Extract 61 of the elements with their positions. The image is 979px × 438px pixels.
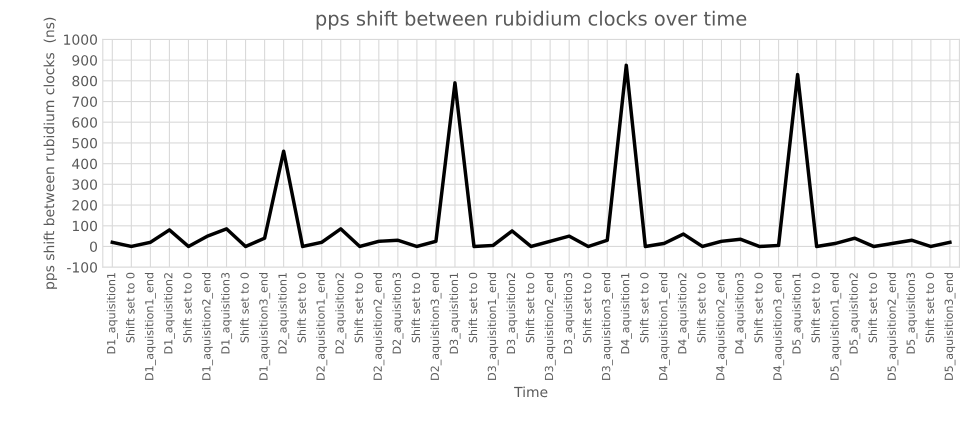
x-tick-label: D3_aquisition1_end	[488, 273, 499, 380]
x-tick-label: D1_aquisition2	[164, 273, 175, 354]
x-tick-label: D1_aquisition2_end	[202, 273, 214, 380]
x-tick-label: D4_aquisition3_end	[773, 273, 784, 380]
x-tick-label: Shift set to 0	[297, 272, 306, 342]
x-tick-label: Shift set to 0	[183, 272, 192, 342]
chart-title: pps shift between rubidium clocks over time	[316, 10, 746, 30]
x-tick-label: D5_aquisition1_end	[830, 273, 842, 380]
x-tick-label: Shift set to 0	[354, 272, 364, 342]
x-tick-label: D1_aquisition3	[221, 272, 232, 354]
x-tick-label: Shift set to 0	[640, 272, 649, 342]
x-tick-label: Shift set to 0	[240, 272, 249, 342]
x-tick-label: Shift set to 0	[126, 272, 135, 342]
x-tick-label: D2_aquisition1	[278, 273, 290, 354]
x-tick-label: Shift set to 0	[811, 272, 820, 342]
x-tick-label: Shift set to 0	[412, 272, 420, 342]
y-axis-title: pps shift between rubidium clocks (ns)	[44, 18, 58, 289]
y-tick-label: 100	[72, 220, 98, 232]
y-tick-label: -100	[67, 262, 98, 273]
x-tick-label: D1_aquisition1_end	[144, 273, 156, 380]
x-tick-label: Shift set to 0	[925, 272, 934, 342]
x-tick-label: D3_aquisition3_end	[602, 273, 613, 380]
x-tick-label: D2_aquisition3	[392, 272, 404, 354]
x-tick-label: D4_aquisition3	[734, 272, 746, 354]
y-tick-label: 0	[90, 241, 98, 252]
y-tick-label: 800	[72, 76, 98, 86]
x-tick-label: D1_aquisition1	[106, 273, 118, 354]
x-tick-label: Shift set to 0	[582, 272, 592, 342]
y-tick-label: 200	[72, 200, 98, 211]
x-axis-title: Time	[514, 386, 548, 398]
x-tick-label: Shift set to 0	[468, 272, 478, 342]
y-tick-label: 700	[72, 96, 98, 108]
x-tick-label: D5_aquisition3	[906, 272, 918, 354]
y-tick-label: 400	[72, 158, 98, 170]
x-tick-label: Shift set to 0	[754, 272, 763, 342]
x-tick-label: D5_aquisition3_end	[944, 273, 956, 380]
x-tick-label: D2_aquisition2	[335, 273, 346, 354]
y-tick-label: 600	[72, 117, 98, 128]
x-tick-label: D5_aquisition2_end	[887, 273, 898, 380]
y-tick-label: 1000	[64, 34, 98, 45]
x-tick-label: Shift set to 0	[526, 272, 534, 342]
x-tick-label: D2_aquisition2_end	[373, 273, 384, 380]
x-tick-label: Shift set to 0	[697, 272, 706, 342]
y-tick-label: 900	[72, 55, 98, 66]
x-tick-label: D4_aquisition2	[678, 273, 689, 354]
x-tick-label: D3_aquisition3	[564, 272, 575, 354]
x-tick-label: D2_aquisition1_end	[316, 273, 328, 380]
y-tick-label: 500	[72, 138, 98, 148]
x-tick-label: D3_aquisition2_end	[544, 273, 556, 380]
x-tick-label: Shift set to 0	[868, 272, 877, 342]
line-series	[110, 64, 952, 248]
x-tick-label: D5_aquisition1	[792, 273, 804, 354]
x-tick-label: D1_aquisition3_end	[259, 273, 270, 380]
x-tick-label: D3_aquisition2	[506, 273, 518, 354]
x-tick-label: D5_aquisition2	[849, 273, 860, 354]
x-tick-label: D3_aquisition1	[449, 273, 460, 354]
x-tick-label: D4_aquisition1	[620, 273, 632, 354]
y-tick-label: 300	[72, 179, 98, 190]
x-tick-label: D4_aquisition1_end	[658, 273, 670, 380]
x-tick-label: D2_aquisition3_end	[430, 273, 442, 380]
x-tick-label: D4_aquisition2_end	[716, 273, 727, 380]
